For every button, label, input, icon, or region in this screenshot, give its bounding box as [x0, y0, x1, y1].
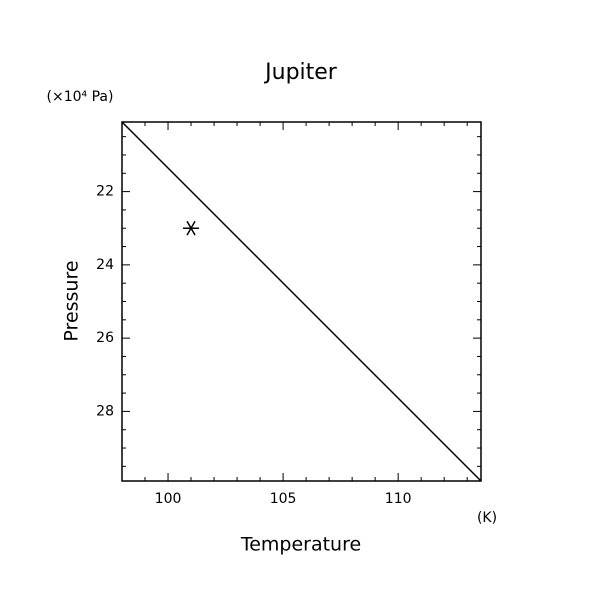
y-tick-label: 26 [96, 330, 114, 346]
x-tick-label: 110 [385, 491, 412, 507]
data-point [183, 220, 200, 236]
chart-title: Jupiter [263, 60, 338, 85]
y-axis-label: Pressure [61, 260, 83, 341]
data-line [121, 121, 482, 482]
x-axis-label: Temperature [240, 534, 361, 556]
y-unit: (×10⁴ Pa) [47, 89, 114, 105]
y-tick-label: 22 [96, 184, 114, 200]
y-tick-label: 24 [96, 257, 114, 273]
x-tick-label: 105 [270, 491, 297, 507]
x-tick-label: 100 [155, 491, 182, 507]
x-unit: (K) [477, 510, 497, 526]
y-tick-label: 28 [96, 403, 114, 419]
